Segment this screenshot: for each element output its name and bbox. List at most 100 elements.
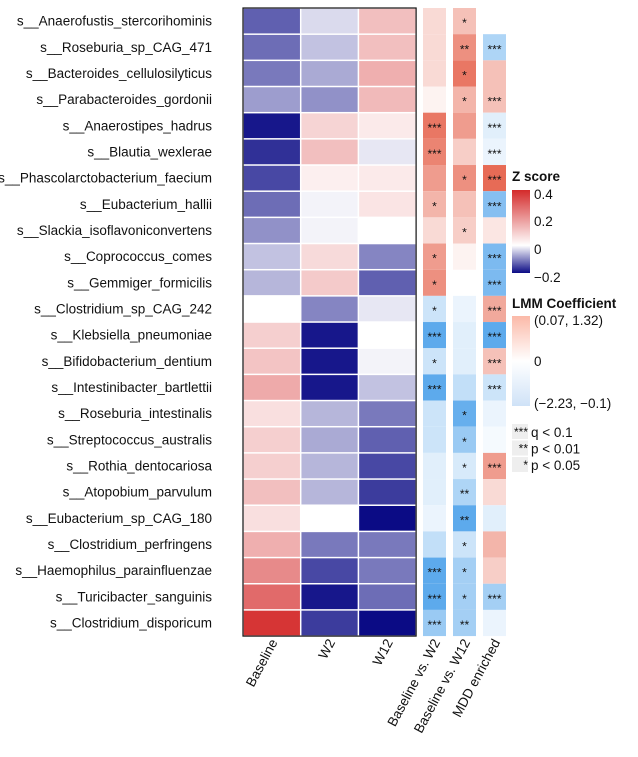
- zscore-cell: [301, 61, 358, 86]
- lmm-cell: [423, 609, 446, 637]
- zscore-cell: [301, 113, 358, 139]
- zscore-cell: [359, 558, 416, 583]
- significance-mark: **: [460, 487, 470, 501]
- zscore-cell: [359, 532, 416, 557]
- significance-mark: **: [460, 618, 470, 632]
- row-label: s__Eubacterium_hallii: [80, 197, 212, 212]
- zscore-cell: [243, 34, 300, 60]
- significance-mark: ***: [487, 199, 501, 213]
- zscore-cell: [243, 584, 300, 610]
- significance-mark: ***: [487, 278, 501, 292]
- legend-lmm-neg: (−2.23, −0.1): [534, 396, 611, 411]
- significance-mark: ***: [427, 147, 441, 161]
- lmm-cell: [453, 86, 476, 113]
- zscore-cell: [359, 610, 416, 636]
- zscore-cell: [359, 113, 416, 139]
- significance-mark: *: [462, 95, 467, 109]
- significance-mark: *: [462, 566, 467, 580]
- zscore-cell: [301, 479, 358, 505]
- lmm-cell: [483, 452, 506, 480]
- significance-mark: *: [432, 304, 437, 318]
- legend-sig-swatch: [512, 440, 528, 456]
- zscore-cell: [359, 87, 416, 112]
- zscore-cell: [243, 191, 300, 217]
- lmm-cell: [483, 217, 506, 244]
- lmm-cell: [483, 138, 506, 166]
- zscore-cell: [359, 505, 416, 531]
- lmm-cell: [453, 479, 476, 506]
- zscore-cell: [301, 558, 358, 583]
- row-label: s__Clostridium_perfringens: [48, 537, 213, 552]
- lmm-cell: [483, 295, 506, 323]
- lmm-cell: [423, 426, 446, 453]
- zscore-cell: [359, 584, 416, 610]
- row-label: s__Clostridium_disporicum: [50, 615, 212, 630]
- zscore-cell: [301, 34, 358, 60]
- zscore-cell: [359, 191, 416, 217]
- zscore-cell: [359, 8, 416, 34]
- zscore-cell: [359, 270, 416, 296]
- zscore-cell: [359, 453, 416, 479]
- lmm-cell: [453, 112, 476, 139]
- significance-mark: ***: [427, 618, 441, 632]
- legend-z-tick: 0.2: [534, 214, 553, 229]
- row-label: s__Phascolarctobacterium_faecium: [0, 171, 212, 186]
- lmm-cell: [483, 479, 506, 506]
- zscore-cell: [243, 270, 300, 296]
- row-label: s__Eubacterium_sp_CAG_180: [26, 511, 212, 526]
- lmm-cell: [423, 348, 446, 375]
- legend-z-tick: 0.4: [534, 187, 553, 202]
- significance-mark: *: [462, 435, 467, 449]
- lmm-cell: [483, 34, 506, 61]
- column-label: Baseline: [243, 636, 281, 689]
- lmm-cell: [453, 217, 476, 244]
- significance-mark: *: [432, 278, 437, 292]
- row-label: s__Roseburia_sp_CAG_471: [40, 40, 212, 55]
- zscore-cell: [301, 165, 358, 191]
- legend-z-tick: −0.2: [534, 270, 561, 285]
- significance-mark: ***: [487, 304, 501, 318]
- lmm-cell: [423, 322, 446, 349]
- lmm-cell: [483, 165, 506, 192]
- lmm-cell: [483, 191, 506, 218]
- zscore-cell: [301, 427, 358, 453]
- zscore-cell: [301, 505, 358, 531]
- lmm-cell: [423, 295, 446, 323]
- zscore-cell: [301, 401, 358, 426]
- zscore-cell: [243, 296, 300, 322]
- zscore-cell: [359, 218, 416, 243]
- significance-mark: *: [462, 539, 467, 553]
- lmm-cell: [453, 322, 476, 349]
- zscore-cell: [359, 34, 416, 60]
- zscore-cell: [359, 165, 416, 191]
- significance-mark: ***: [487, 330, 501, 344]
- lmm-cell: [453, 400, 476, 427]
- lmm-cell: [483, 583, 506, 610]
- row-label: s__Slackia_isoflavoniconvertens: [17, 223, 212, 238]
- significance-mark: *: [462, 592, 467, 606]
- zscore-cell: [301, 375, 358, 400]
- significance-mark: ***: [427, 121, 441, 135]
- zscore-cell: [359, 401, 416, 426]
- lmm-cell: [483, 531, 506, 558]
- lmm-cell: [483, 426, 506, 453]
- significance-mark: ***: [487, 461, 501, 475]
- zscore-cell: [359, 375, 416, 400]
- legend-sig-stars: ***: [514, 425, 528, 439]
- legend-sig-label: p < 0.05: [531, 458, 580, 473]
- row-label: s__Atopobium_parvulum: [63, 485, 212, 500]
- zscore-cell: [243, 479, 300, 505]
- lmm-cell: [453, 609, 476, 637]
- zscore-cell: [359, 61, 416, 86]
- zscore-cell: [301, 348, 358, 374]
- significance-mark: ***: [427, 330, 441, 344]
- significance-mark: ***: [427, 592, 441, 606]
- zscore-cell: [243, 218, 300, 243]
- lmm-cell: [423, 479, 446, 506]
- legend-sig-stars: **: [519, 442, 529, 456]
- legend-z-title: Z score: [512, 169, 561, 184]
- zscore-cell: [301, 296, 358, 322]
- lmm-cell: [453, 138, 476, 166]
- lmm-cell: [423, 112, 446, 139]
- row-label: s__Gemmiger_formicilis: [67, 275, 212, 290]
